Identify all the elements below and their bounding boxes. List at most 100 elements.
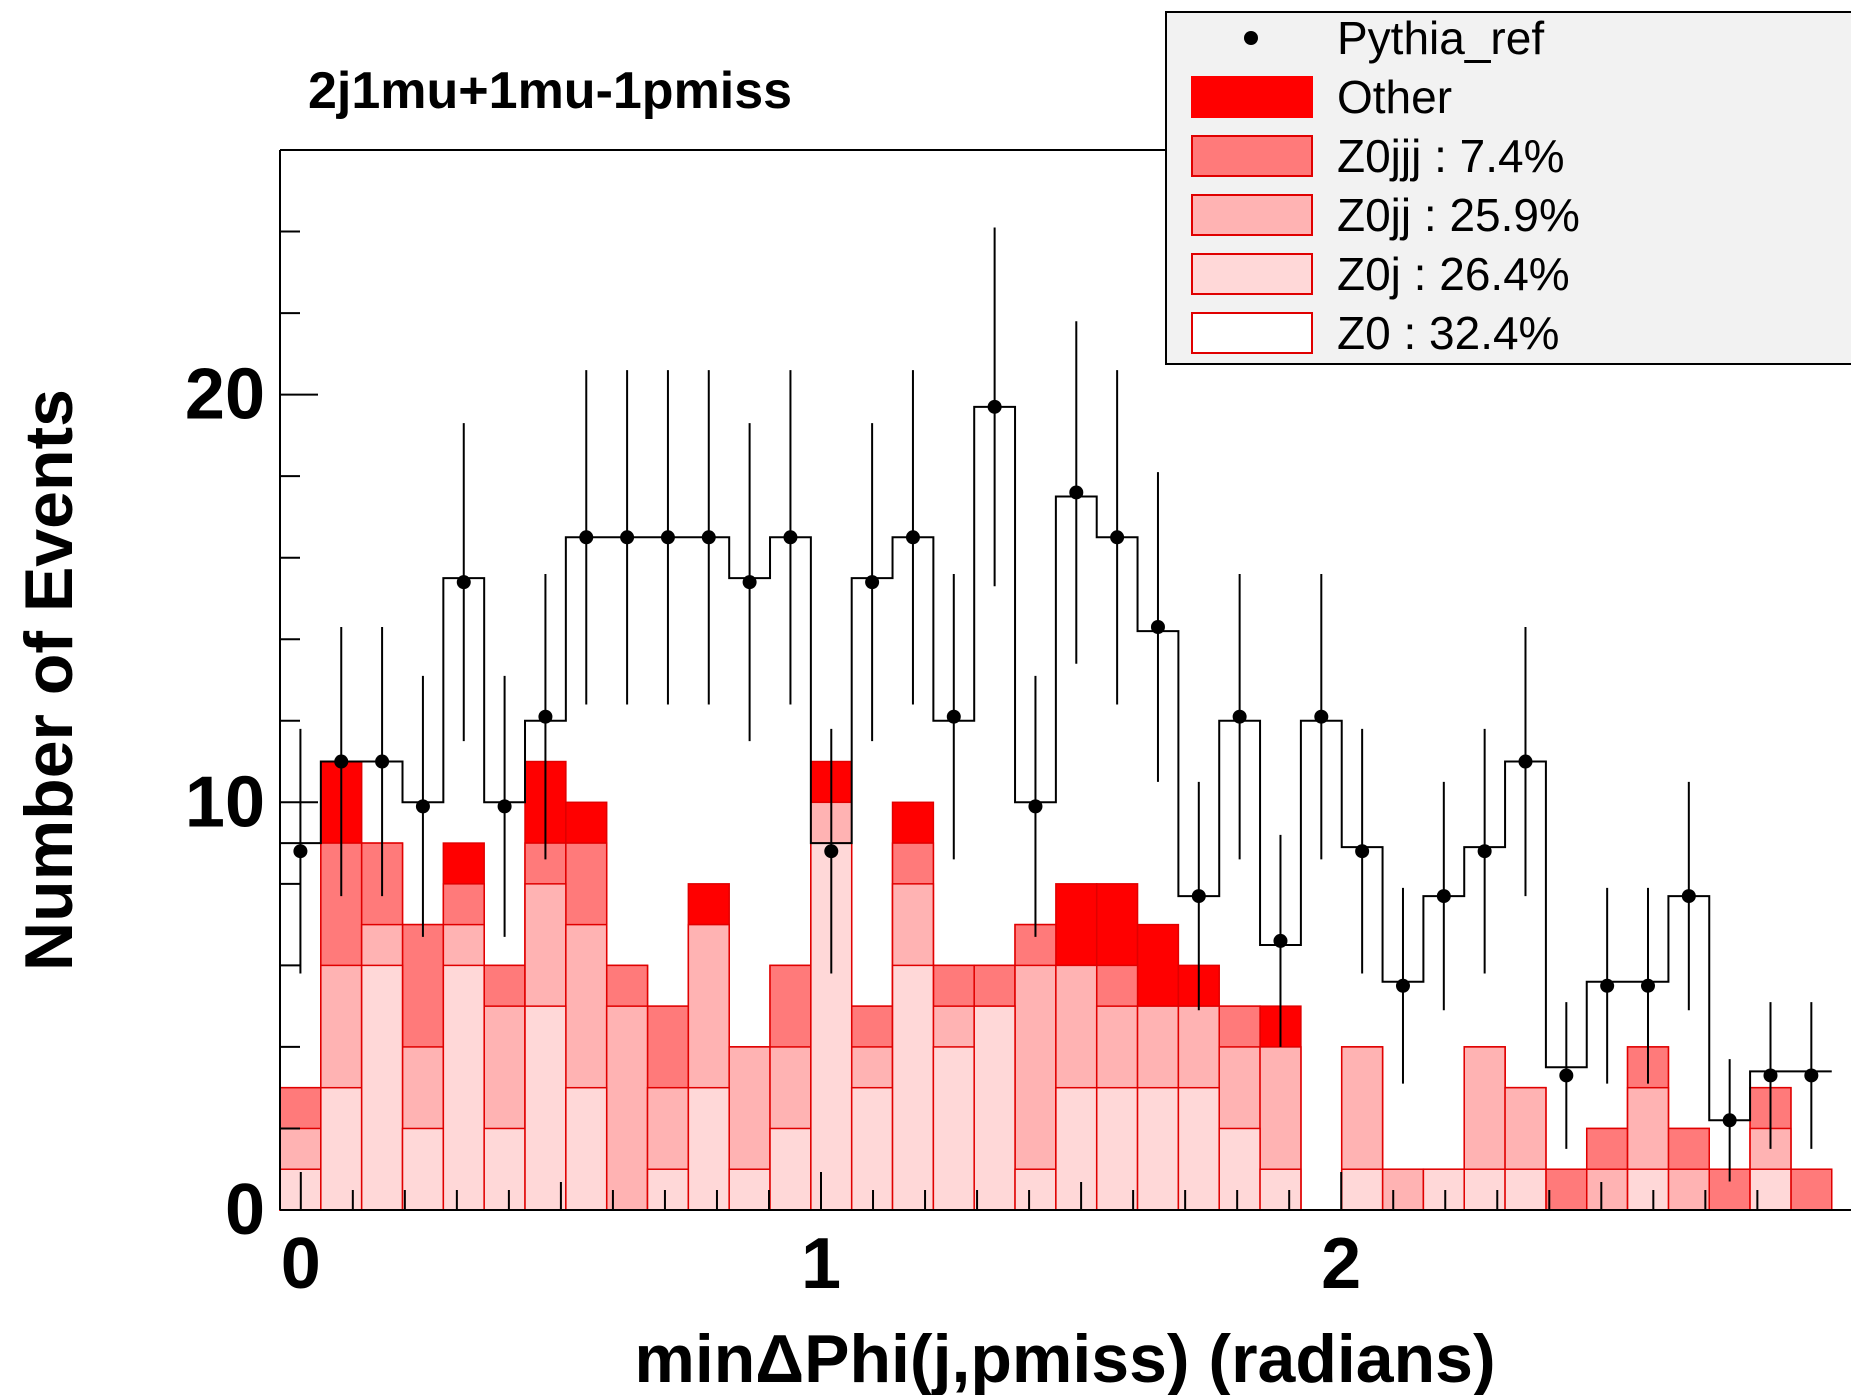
bar-z0j-18: [1014, 1168, 1057, 1211]
data-point-3: [415, 799, 430, 814]
bar-z0j-16: [932, 1046, 975, 1211]
pythia-ref-points: [293, 227, 1819, 1182]
legend-label-1: Other: [1337, 71, 1452, 123]
legend-box: [1165, 11, 1851, 365]
data-point-2: [375, 754, 390, 769]
legend-label-4: Z0j : 26.4%: [1337, 248, 1570, 300]
legend-label-0: Pythia_ref: [1337, 12, 1544, 64]
bar-z0j-21: [1136, 1086, 1180, 1211]
data-point-31: [1559, 1068, 1574, 1083]
bar-z0jjj-37: [1790, 1168, 1833, 1211]
data-point-5: [497, 799, 512, 814]
data-point-9: [660, 530, 675, 545]
data-point-27: [1395, 978, 1410, 993]
bar-z0jj-8: [605, 1005, 649, 1211]
z0-outline: [279, 405, 1832, 1210]
bar-z0j-9: [646, 1168, 690, 1211]
data-point-20: [1110, 530, 1125, 545]
bar-z0j-11: [728, 1168, 771, 1211]
data-point-1: [334, 754, 349, 769]
bar-z0j-29: [1463, 1168, 1506, 1211]
y-tick-label-0: 0: [225, 1170, 265, 1250]
data-point-30: [1518, 754, 1533, 769]
data-point-17: [987, 399, 1002, 414]
stacked-histogram: [279, 760, 1833, 1211]
data-point-18: [1028, 799, 1043, 814]
data-point-10: [701, 530, 716, 545]
data-point-6: [538, 709, 553, 724]
bar-z0j-6: [524, 1005, 567, 1211]
bar-z0j-30: [1504, 1168, 1547, 1211]
bar-z0jj-34: [1667, 1168, 1710, 1211]
x-tick-label-2: 2: [1321, 1224, 1361, 1304]
legend: Pythia_ref Other Z0jjj : 7.4% Z0jj : 25.9% Z…: [1165, 11, 1851, 365]
data-point-22: [1191, 889, 1206, 904]
legend-label-5: Z0 : 32.4%: [1337, 307, 1559, 359]
bar-z0j-28: [1422, 1168, 1465, 1211]
data-point-36: [1763, 1068, 1778, 1083]
bar-z0j-36: [1749, 1168, 1792, 1211]
bar-z0j-23: [1218, 1127, 1261, 1211]
bar-z0jjj-31: [1545, 1168, 1588, 1211]
bar-z0j-24: [1259, 1168, 1302, 1211]
bar-z0j-20: [1095, 1086, 1139, 1211]
y-tick-label-10: 10: [185, 762, 265, 842]
data-point-14: [865, 575, 880, 590]
data-point-21: [1150, 620, 1165, 634]
legend-swatch-3: [1191, 194, 1313, 236]
data-point-4: [456, 575, 471, 590]
bar-z0jj-32: [1585, 1168, 1629, 1211]
z0-step-line: [279, 405, 1832, 1210]
y-axis-label: Number of Events: [11, 389, 87, 971]
x-tick-label-1: 1: [801, 1224, 841, 1304]
legend-swatch-4: [1191, 253, 1313, 295]
data-point-16: [946, 709, 961, 724]
x-axis-label: minΔPhi(j,pmiss) (radians): [634, 1321, 1495, 1395]
data-point-29: [1477, 844, 1492, 859]
legend-swatch-5: [1191, 312, 1313, 354]
data-point-34: [1681, 889, 1696, 904]
bar-z0j-33: [1626, 1168, 1670, 1211]
bar-z0j-7: [565, 1086, 608, 1211]
data-point-8: [620, 530, 635, 545]
bar-z0j-2: [360, 964, 404, 1211]
data-point-19: [1069, 485, 1084, 500]
bar-z0j-3: [401, 1127, 445, 1211]
data-point-13: [824, 844, 839, 859]
data-point-26: [1355, 844, 1370, 859]
legend-label-2: Z0jjj : 7.4%: [1337, 130, 1565, 182]
data-point-32: [1600, 978, 1615, 993]
legend-marker-pythia: [1244, 31, 1258, 45]
bar-z0j-10: [687, 1086, 730, 1211]
bar-z0j-12: [769, 1127, 812, 1211]
data-point-7: [579, 530, 594, 545]
y-tick-label-20: 20: [185, 355, 265, 435]
bar-z0j-1: [320, 1086, 363, 1211]
bar-z0j-15: [891, 964, 935, 1211]
bar-z0j-14: [850, 1086, 894, 1211]
legend-swatch-2: [1191, 135, 1313, 177]
bar-z0j-5: [483, 1127, 526, 1211]
data-point-35: [1722, 1113, 1737, 1128]
axis-ticks: 0 10 20 0 1 2: [185, 149, 1759, 1304]
legend-label-3: Z0jj : 25.9%: [1337, 189, 1580, 241]
chart-title: 2j1mu+1mu-1pmiss: [308, 62, 792, 120]
bar-z0j-26: [1340, 1168, 1384, 1211]
data-point-0: [293, 844, 308, 859]
data-point-28: [1436, 889, 1451, 904]
data-point-23: [1232, 709, 1247, 724]
bar-z0j-4: [442, 964, 485, 1211]
x-tick-label-0: 0: [281, 1224, 321, 1304]
data-point-37: [1804, 1068, 1819, 1083]
data-point-11: [742, 575, 757, 590]
data-point-24: [1273, 933, 1288, 948]
data-point-15: [905, 530, 920, 545]
bar-z0jj-27: [1381, 1168, 1425, 1211]
bar-z0j-17: [973, 1005, 1016, 1211]
data-point-25: [1314, 709, 1329, 724]
legend-swatch-1: [1191, 76, 1313, 118]
bar-z0j-19: [1055, 1086, 1098, 1211]
data-point-33: [1640, 978, 1655, 993]
data-point-12: [783, 530, 798, 545]
